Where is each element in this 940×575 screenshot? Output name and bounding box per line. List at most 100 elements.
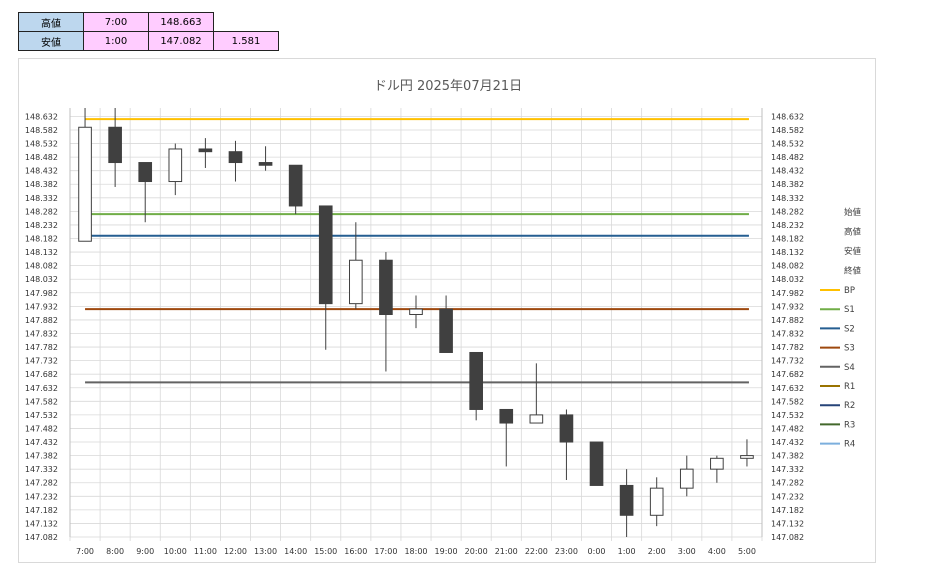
y-tick-label-left: 148.532 (25, 140, 58, 149)
candle (379, 252, 393, 372)
x-tick-label: 7:00 (76, 547, 94, 556)
y-tick-label-left: 147.982 (25, 289, 58, 298)
candle-body-down (559, 414, 574, 443)
y-tick-label-left: 147.532 (25, 411, 58, 420)
candle-body-up (78, 126, 92, 242)
y-tick-label-right: 148.232 (771, 221, 804, 230)
candle-body-up (710, 457, 724, 470)
y-tick-label-right: 148.082 (771, 262, 804, 271)
x-tick-label: 18:00 (404, 547, 427, 556)
y-tick-label-right: 148.132 (771, 248, 804, 257)
y-tick-label-right: 147.882 (771, 316, 804, 325)
y-tick-label-right: 148.382 (771, 180, 804, 189)
y-tick-label-left: 148.032 (25, 275, 58, 284)
y-tick-label-right: 147.832 (771, 329, 804, 338)
y-tick-label-left: 147.482 (25, 424, 58, 433)
legend-label-s4: S4 (844, 363, 855, 373)
candle (198, 138, 213, 168)
legend-label-s3: S3 (844, 344, 855, 354)
x-tick-label: 20:00 (465, 547, 488, 556)
y-tick-label-right: 147.732 (771, 357, 804, 366)
y-tick-label-left: 147.782 (25, 343, 58, 352)
y-tick-label-right: 147.982 (771, 289, 804, 298)
candles (78, 108, 754, 537)
candle (168, 143, 183, 196)
y-tick-label-right: 147.332 (771, 465, 804, 474)
y-tick-label-left: 148.582 (25, 126, 58, 135)
legend-label-r1: R1 (844, 382, 855, 392)
candle (619, 469, 634, 537)
y-tick-label-right: 147.282 (771, 479, 804, 488)
candle (559, 409, 574, 481)
candle (740, 439, 754, 467)
candle-body-up (349, 259, 363, 305)
candle (710, 455, 724, 483)
candle-body-down (138, 162, 153, 183)
x-tick-label: 17:00 (374, 547, 397, 556)
y-tick-label-left: 147.882 (25, 316, 58, 325)
y-tick-label-right: 147.932 (771, 302, 804, 311)
y-tick-label-right: 148.032 (771, 275, 804, 284)
y-tick-label-right: 148.332 (771, 194, 804, 203)
y-tick-label-left: 148.132 (25, 248, 58, 257)
candle (318, 205, 333, 350)
candle-body-down (318, 205, 333, 305)
chart-frame (18, 58, 876, 563)
y-tick-label-left: 147.382 (25, 452, 58, 461)
y-tick-label-left: 147.632 (25, 384, 58, 393)
y-tick-label-left: 147.682 (25, 370, 58, 379)
candle (258, 146, 273, 171)
level-lines (85, 118, 749, 384)
candle-body-down (469, 351, 483, 410)
candle-body-up (529, 414, 544, 424)
x-axis: 7:00 8:00 9:00 10:00 11:00 12:00 13:00 14:00 15:… (76, 547, 756, 556)
y-axis-right: 148.632 148.582 148.532 148.482 148.432 148.3… (771, 112, 804, 542)
x-tick-label: 4:00 (708, 547, 726, 556)
y-tick-label-right: 147.682 (771, 370, 804, 379)
y-tick-label-right: 148.582 (771, 126, 804, 135)
y-tick-label-right: 147.132 (771, 519, 804, 528)
info-range: 1.581 (213, 31, 279, 51)
x-tick-label: 10:00 (164, 547, 187, 556)
y-tick-label-left: 148.232 (25, 221, 58, 230)
x-tick-label: 16:00 (344, 547, 367, 556)
legend-label-r2: R2 (844, 401, 855, 411)
x-tick-label: 13:00 (254, 547, 277, 556)
x-tick-label: 14:00 (284, 547, 307, 556)
legend-label-r3: R3 (844, 420, 855, 430)
legend-label-r4: R4 (844, 440, 855, 450)
candle (288, 164, 303, 215)
candle-body-up (649, 487, 664, 516)
info-price: 147.082 (148, 31, 214, 51)
candle-body-down (288, 164, 303, 207)
candle-body-down (228, 151, 243, 164)
legend-text-entry: 安値 (844, 246, 862, 257)
y-axis-left: 148.632 148.582 148.532 148.482 148.432 148.3… (25, 112, 58, 542)
x-tick-label: 5:00 (738, 547, 756, 556)
y-tick-label-left: 147.432 (25, 438, 58, 447)
x-tick-label: 23:00 (555, 547, 578, 556)
x-tick-label: 12:00 (224, 547, 247, 556)
candle (349, 222, 363, 310)
x-tick-label: 3:00 (678, 547, 696, 556)
legend-label-bp: BP (844, 286, 855, 296)
x-tick-label: 11:00 (194, 547, 217, 556)
y-tick-label-right: 148.432 (771, 167, 804, 176)
candle-body-down (258, 162, 273, 166)
candle (439, 295, 453, 353)
candle (469, 351, 483, 421)
y-tick-label-right: 147.182 (771, 506, 804, 515)
x-tick-label: 22:00 (525, 547, 548, 556)
candle-body-down (108, 126, 122, 164)
x-tick-label: 19:00 (435, 547, 458, 556)
legend-label-s1: S1 (844, 305, 855, 315)
x-tick-label: 15:00 (314, 547, 337, 556)
y-tick-label-left: 148.182 (25, 235, 58, 244)
y-tick-label-right: 147.532 (771, 411, 804, 420)
candle-body-up (409, 308, 423, 315)
y-tick-label-right: 147.382 (771, 452, 804, 461)
y-tick-label-left: 147.932 (25, 302, 58, 311)
y-tick-label-left: 148.082 (25, 262, 58, 271)
